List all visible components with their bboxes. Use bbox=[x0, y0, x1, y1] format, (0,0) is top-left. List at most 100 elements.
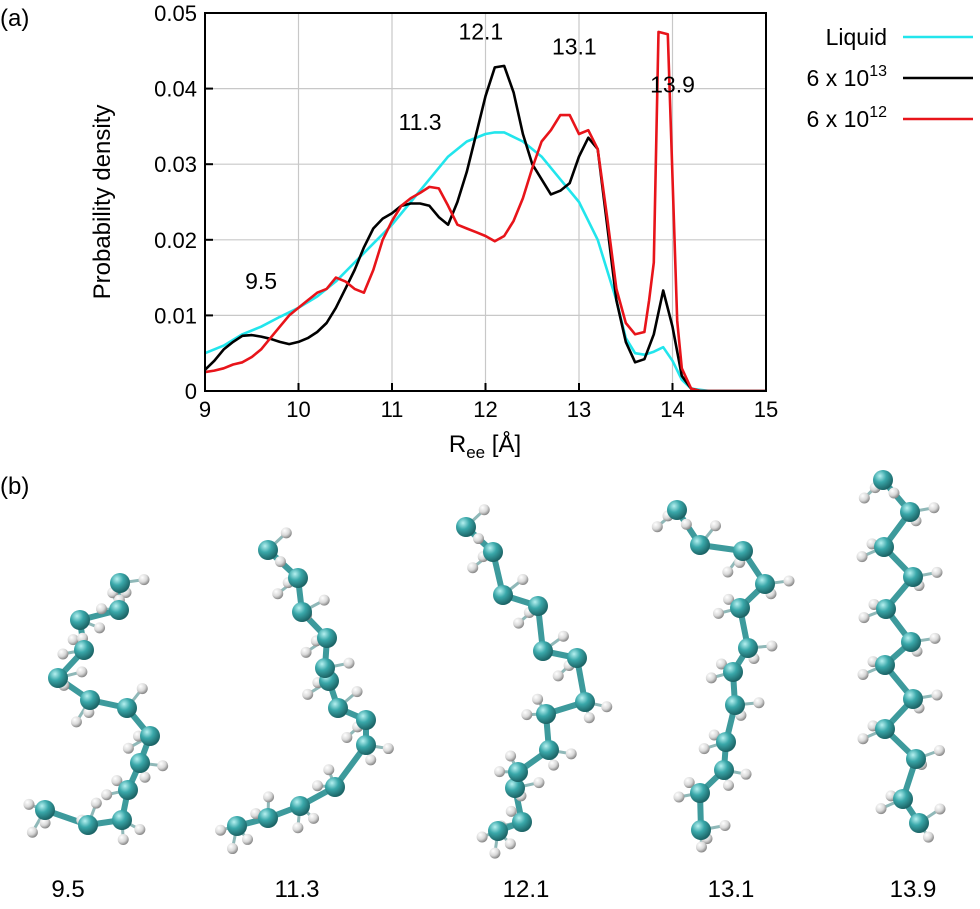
hydrogen-atom bbox=[280, 527, 292, 539]
hydrogen-atom bbox=[683, 777, 695, 789]
hydrogen-atom bbox=[712, 607, 724, 619]
molecule-label: 13.1 bbox=[708, 876, 755, 903]
legend-label: Liquid bbox=[826, 24, 887, 50]
carbon-atom bbox=[328, 698, 348, 718]
hydrogen-atom bbox=[856, 551, 868, 563]
hydrogen-atom bbox=[931, 689, 943, 701]
x-tick-label: 11 bbox=[381, 397, 404, 422]
hydrogen-atom bbox=[858, 612, 870, 624]
hydrogen-atom bbox=[719, 820, 731, 832]
hydrogen-atom bbox=[583, 712, 595, 724]
molecule-5 bbox=[856, 470, 946, 843]
carbon-atom bbox=[903, 689, 923, 709]
y-tick-label: 0.05 bbox=[154, 1, 197, 26]
x-tick-label: 12 bbox=[473, 397, 497, 422]
hydrogen-atom bbox=[929, 632, 941, 644]
carbon-atom bbox=[117, 698, 137, 718]
hydrogen-atom bbox=[95, 603, 107, 615]
carbon-atom bbox=[725, 695, 745, 715]
hydrogen-atom bbox=[709, 520, 721, 532]
series-line-2 bbox=[205, 64, 766, 391]
carbon-atom bbox=[723, 662, 743, 682]
carbon-atom bbox=[356, 710, 376, 730]
hydrogen-atom bbox=[552, 670, 564, 682]
hydrogen-atom bbox=[136, 683, 148, 695]
hydrogen-atom bbox=[101, 789, 113, 801]
molecule-structures bbox=[23, 470, 946, 859]
y-tick-label: 0.04 bbox=[154, 77, 197, 102]
hydrogen-atom bbox=[857, 733, 869, 745]
hydrogen-atom bbox=[70, 716, 82, 728]
hydrogen-atom bbox=[601, 701, 613, 713]
carbon-atom bbox=[901, 632, 921, 652]
carbon-atom bbox=[78, 815, 98, 835]
hydrogen-atom bbox=[933, 745, 945, 757]
hydrogen-atom bbox=[76, 666, 88, 678]
carbon-atom bbox=[528, 596, 548, 616]
hydrogen-atom bbox=[532, 693, 544, 705]
legend-label: 6 x 1012 bbox=[807, 104, 888, 132]
y-tick-label: 0.01 bbox=[154, 303, 197, 328]
carbon-atom bbox=[755, 574, 775, 594]
carbon-atom bbox=[493, 585, 513, 605]
carbon-atom bbox=[140, 726, 160, 746]
hydrogen-atom bbox=[565, 748, 577, 760]
hydrogen-atom bbox=[505, 805, 517, 817]
carbon-atom bbox=[112, 810, 132, 830]
hydrogen-atom bbox=[67, 634, 79, 646]
hydrogen-atom bbox=[157, 760, 169, 772]
hydrogen-atom bbox=[783, 575, 795, 587]
hydrogen-atom bbox=[57, 648, 69, 660]
hydrogen-atom bbox=[226, 843, 238, 855]
carbon-atom bbox=[716, 732, 736, 752]
hydrogen-atom bbox=[651, 521, 663, 533]
carbon-atom bbox=[714, 760, 734, 780]
hydrogen-atom bbox=[300, 646, 312, 658]
carbon-atom bbox=[667, 500, 687, 520]
carbon-atom bbox=[533, 641, 553, 661]
hydrogen-atom bbox=[215, 824, 227, 836]
carbon-atom bbox=[35, 800, 55, 820]
molecule-1 bbox=[23, 573, 169, 846]
carbon-atom bbox=[690, 783, 710, 803]
hydrogen-atom bbox=[533, 777, 545, 789]
series-line-1 bbox=[205, 131, 766, 391]
hydrogen-atom bbox=[753, 697, 765, 709]
carbon-atom bbox=[539, 740, 559, 760]
molecule-label: 13.9 bbox=[890, 876, 937, 903]
hydrogen-atom bbox=[698, 743, 710, 755]
carbon-atom bbox=[508, 762, 528, 782]
carbon-atom bbox=[730, 598, 750, 618]
hydrogen-atom bbox=[39, 817, 51, 829]
x-tick-label: 13 bbox=[567, 397, 591, 422]
hydrogen-atom bbox=[722, 779, 734, 791]
hydrogen-atom bbox=[513, 617, 525, 629]
carbon-atom bbox=[325, 777, 345, 797]
hydrogen-atom bbox=[139, 771, 151, 783]
hydrogen-atom bbox=[673, 791, 685, 803]
carbon-atom bbox=[74, 640, 94, 660]
carbon-atom bbox=[48, 668, 68, 688]
carbon-atom bbox=[691, 820, 711, 840]
molecule-label: 9.5 bbox=[51, 876, 84, 903]
legend: Liquid 6 x 1013 6 x 1012 bbox=[807, 24, 973, 132]
molecule-4 bbox=[651, 500, 795, 853]
carbon-atom bbox=[909, 813, 929, 833]
panel-a-label: (a) bbox=[0, 5, 29, 32]
carbon-atom bbox=[875, 719, 895, 739]
carbon-atom bbox=[290, 796, 310, 816]
x-tick-label: 14 bbox=[660, 397, 684, 422]
hydrogen-atom bbox=[695, 841, 707, 853]
hydrogen-atom bbox=[505, 750, 517, 762]
carbon-atom bbox=[893, 789, 913, 809]
hydrogen-atom bbox=[117, 834, 129, 846]
molecule-2 bbox=[215, 527, 394, 855]
hydrogen-atom bbox=[723, 593, 735, 605]
hydrogen-atom bbox=[766, 640, 778, 652]
carbon-atom bbox=[317, 628, 337, 648]
carbon-atom bbox=[875, 655, 895, 675]
carbon-atom bbox=[512, 812, 532, 832]
carbon-atom bbox=[738, 638, 758, 658]
carbon-atom bbox=[80, 690, 100, 710]
